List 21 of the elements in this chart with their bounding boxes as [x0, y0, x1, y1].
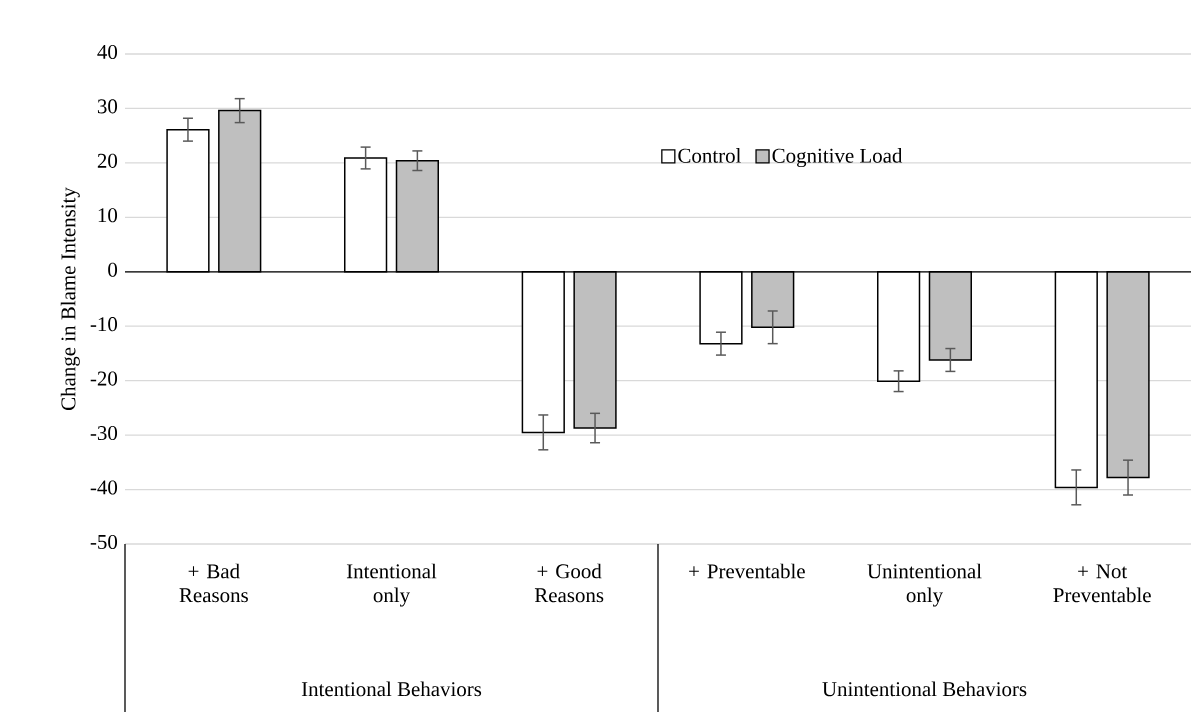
x-tick-label: + Not Preventable — [1053, 564, 1151, 603]
y-tick-label: -20 — [90, 371, 118, 386]
legend-label: Cognitive Load — [772, 148, 903, 168]
y-tick-label: 40 — [97, 44, 118, 59]
y-tick-label: 30 — [97, 99, 118, 114]
y-tick-label: -10 — [90, 317, 118, 332]
x-tick-label: + Good Reasons — [534, 563, 604, 603]
y-tick-label: -40 — [90, 480, 118, 495]
x-tick-label: + Bad Reasons — [179, 563, 248, 603]
y-tick-label: 0 — [108, 262, 118, 277]
y-tick-label: -50 — [90, 534, 118, 549]
legend-label: Control — [678, 148, 741, 163]
y-axis-title: Change in Blame Intensity — [60, 187, 80, 410]
y-tick-label: -30 — [90, 425, 118, 441]
y-tick-label: 20 — [97, 153, 118, 168]
x-tick-label: Intentional only — [346, 563, 437, 607]
x-tick-label: Unintentional only — [867, 563, 982, 607]
y-tick-label: 10 — [98, 208, 118, 223]
text: Unintentional Behaviors — [822, 681, 1027, 697]
text: Intentional Behaviors — [301, 681, 482, 697]
x-tick-label: + Preventable — [689, 563, 805, 579]
